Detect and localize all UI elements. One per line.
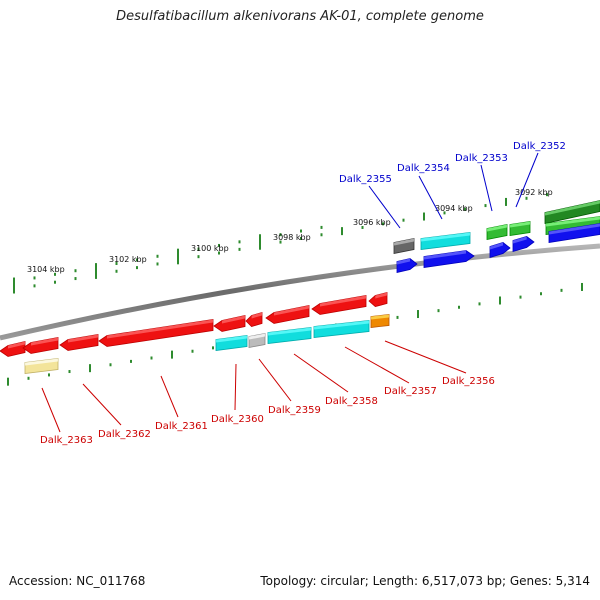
- gene-label-dalk-2359[interactable]: Dalk_2359: [268, 405, 321, 416]
- scale-label-3092: 3092 kbp: [515, 188, 553, 197]
- label-leader-line: [368, 185, 401, 229]
- gene-blue-5[interactable]: [548, 223, 600, 243]
- accession-text: Accession: NC_011768: [9, 574, 146, 588]
- genome-title: Desulfatibacillum alkenivorans AK-01, co…: [116, 9, 484, 24]
- label-leader-line: [82, 383, 122, 426]
- label-leader-line: [480, 164, 493, 212]
- gene-dalk-2358[interactable]: [311, 295, 367, 315]
- gene-label-dalk-2354[interactable]: Dalk_2354: [397, 163, 450, 174]
- gene-label-dalk-2357[interactable]: Dalk_2357: [384, 386, 437, 397]
- gene-label-dalk-2352[interactable]: Dalk_2352: [513, 141, 566, 152]
- label-leader-line: [418, 175, 443, 220]
- scale-label-3104: 3104 kbp: [27, 265, 65, 274]
- gene-dalk-2353[interactable]: [486, 224, 508, 240]
- scale-label-3096: 3096 kbp: [353, 218, 391, 227]
- gene-dalk-2352[interactable]: [544, 200, 600, 224]
- gene-dalk-2362[interactable]: [59, 334, 99, 351]
- gene-blue-1[interactable]: [396, 258, 418, 274]
- scale-ticks-middle: [13, 225, 323, 286]
- label-leader-line: [41, 387, 61, 433]
- scale-label-3098: 3098 kbp: [273, 233, 311, 242]
- gene-dalk-2360[interactable]: [213, 315, 246, 332]
- gene-label-dalk-2362[interactable]: Dalk_2362: [98, 429, 151, 440]
- gene-label-dalk-2353[interactable]: Dalk_2353: [455, 153, 508, 164]
- scale-label-3100: 3100 kbp: [191, 244, 229, 253]
- gene-blue-2[interactable]: [423, 250, 475, 268]
- gene-dalk-2359a[interactable]: [245, 311, 263, 327]
- gene-dalk-2359[interactable]: [265, 305, 310, 324]
- gene-dalk-2357[interactable]: [368, 291, 388, 307]
- gene-dalk-2355[interactable]: [393, 238, 415, 254]
- gene-blue-3[interactable]: [489, 242, 511, 259]
- gene-yellow-1[interactable]: [24, 358, 59, 374]
- gene-dalk-2362a[interactable]: [22, 337, 59, 354]
- label-leader-line: [515, 152, 539, 208]
- gene-label-dalk-2355[interactable]: Dalk_2355: [339, 174, 392, 185]
- gene-cyan-2[interactable]: [267, 327, 312, 344]
- gene-cyan-3[interactable]: [313, 320, 370, 338]
- scale-label-3102: 3102 kbp: [109, 255, 147, 264]
- gene-cyan-1[interactable]: [215, 335, 248, 351]
- gene-label-dalk-2363[interactable]: Dalk_2363: [40, 435, 93, 446]
- gene-dalk-2356[interactable]: [370, 314, 390, 328]
- label-leader-line: [234, 363, 237, 411]
- topology-text: Topology: circular; Length: 6,517,073 bp…: [260, 574, 590, 588]
- gene-dalk-2363[interactable]: [0, 340, 26, 357]
- gene-dalk-2353b[interactable]: [509, 221, 531, 236]
- gene-gray-1[interactable]: [248, 333, 266, 348]
- scale-label-3094: 3094 kbp: [435, 204, 473, 213]
- gene-dalk-2354[interactable]: [420, 232, 471, 250]
- scale-ticks-upper: [13, 193, 548, 294]
- label-leader-line: [384, 340, 467, 374]
- gene-label-dalk-2356[interactable]: Dalk_2356: [442, 376, 495, 387]
- gene-label-dalk-2360[interactable]: Dalk_2360: [211, 414, 264, 425]
- label-leader-line: [258, 358, 292, 402]
- label-leader-line: [160, 375, 179, 418]
- gene-label-dalk-2361[interactable]: Dalk_2361: [155, 421, 208, 432]
- gene-label-dalk-2358[interactable]: Dalk_2358: [325, 396, 378, 407]
- gene-dalk-2361[interactable]: [98, 319, 214, 347]
- label-leader-line: [293, 353, 349, 393]
- gene-features: [0, 200, 600, 374]
- gene-blue-4[interactable]: [512, 236, 535, 253]
- genome-backbone: [0, 243, 600, 341]
- label-leader-line: [344, 346, 410, 384]
